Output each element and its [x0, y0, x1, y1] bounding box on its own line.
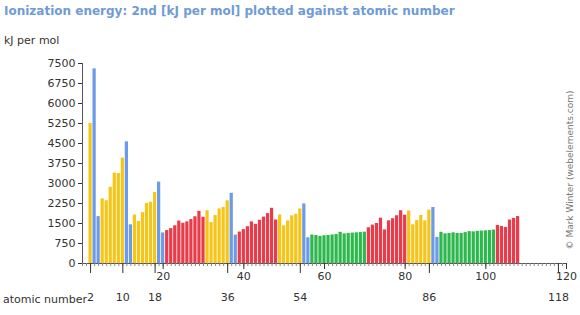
svg-text:100: 100 [475, 270, 496, 283]
svg-text:4500: 4500 [48, 137, 76, 150]
svg-text:20: 20 [156, 270, 170, 283]
html-text:© Mark Winter (webelements.com: © Mark Winter (webelements.com) [565, 90, 575, 250]
svg-text:3000: 3000 [48, 177, 76, 190]
svg-text:6750: 6750 [48, 77, 76, 90]
svg-text:2: 2 [87, 291, 94, 304]
html-text:atomic number: atomic number [3, 293, 87, 306]
svg-text:40: 40 [237, 270, 251, 283]
svg-text:36: 36 [221, 291, 235, 304]
html-text:Ionization energy: 2nd [kJ per: Ionization energy: 2nd [kJ per mol] plot… [4, 4, 455, 18]
svg-text:750: 750 [55, 237, 76, 250]
svg-text:5250: 5250 [48, 117, 76, 130]
svg-text:120: 120 [556, 270, 577, 283]
svg-text:54: 54 [293, 291, 307, 304]
svg-text:0: 0 [69, 257, 76, 270]
svg-text:18: 18 [148, 291, 162, 304]
svg-text:86: 86 [422, 291, 436, 304]
svg-text:7500: 7500 [48, 57, 76, 70]
svg-text:2250: 2250 [48, 197, 76, 210]
svg-text:118: 118 [548, 291, 569, 304]
html-text:kJ per mol: kJ per mol [4, 34, 60, 47]
svg-text:60: 60 [318, 270, 332, 283]
svg-text:10: 10 [116, 291, 130, 304]
svg-text:6000: 6000 [48, 97, 76, 110]
svg-text:1500: 1500 [48, 217, 76, 230]
svg-text:80: 80 [398, 270, 412, 283]
svg-text:3750: 3750 [48, 157, 76, 170]
